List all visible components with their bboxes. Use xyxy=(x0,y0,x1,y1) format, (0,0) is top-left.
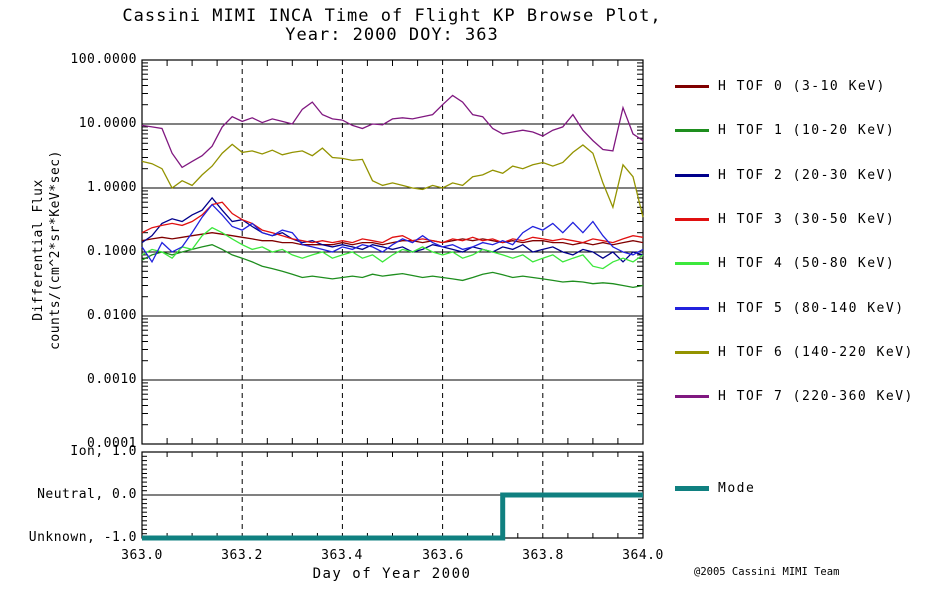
series-line-h-tof-4 xyxy=(141,226,644,270)
legend-line-swatch xyxy=(675,485,709,491)
legend-item-h-tof-2-20-30-kev-: H TOF 2 (20-30 KeV) xyxy=(675,167,895,183)
legend-label: H TOF 6 (140-220 KeV) xyxy=(718,344,914,360)
y-axis-tick-label-0.1000: 0.1000 xyxy=(87,244,137,259)
legend-line-swatch xyxy=(675,350,709,354)
x-axis-tick-label-363.6: 363.6 xyxy=(422,548,464,563)
legend-label: H TOF 2 (20-30 KeV) xyxy=(718,167,896,183)
legend-line-swatch xyxy=(675,173,709,177)
x-axis-tick-label-363.4: 363.4 xyxy=(321,548,363,563)
series-line-h-tof-0 xyxy=(141,232,644,246)
y-axis-tick-label-10.0000: 10.0000 xyxy=(78,116,137,131)
series-line-h-tof-1 xyxy=(141,244,644,289)
legend-item-h-tof-3-30-50-kev-: H TOF 3 (30-50 KeV) xyxy=(675,211,895,227)
legend-item-h-tof-4-50-80-kev-: H TOF 4 (50-80 KeV) xyxy=(675,255,895,271)
legend-item-h-tof-1-10-20-kev-: H TOF 1 (10-20 KeV) xyxy=(675,122,895,138)
legend-line-swatch xyxy=(675,394,709,398)
legend-item-h-tof-0-3-10-kev-: H TOF 0 (3-10 KeV) xyxy=(675,78,886,94)
x-axis-title: Day of Year 2000 xyxy=(312,566,472,582)
mode-tick-label-0: Neutral, 0.0 xyxy=(37,487,137,502)
chart-title-line1: Cassini MIMI INCA Time of Flight KP Brow… xyxy=(122,6,662,26)
series-lines xyxy=(141,94,644,289)
series-line-h-tof-7 xyxy=(141,94,644,169)
legend-label: H TOF 3 (30-50 KeV) xyxy=(718,211,896,227)
legend-label: H TOF 4 (50-80 KeV) xyxy=(718,255,896,271)
legend-item-h-tof-6-140-220-kev-: H TOF 6 (140-220 KeV) xyxy=(675,344,914,360)
series-line-h-tof-3 xyxy=(141,201,644,244)
x-axis-tick-label-364.0: 364.0 xyxy=(622,548,664,563)
y-axis-tick-label-0.0100: 0.0100 xyxy=(87,308,137,323)
legend-line-swatch xyxy=(675,84,709,88)
legend-label: H TOF 5 (80-140 KeV) xyxy=(718,300,905,316)
x-axis-tick-label-363.2: 363.2 xyxy=(221,548,263,563)
legend-line-swatch xyxy=(675,217,709,221)
credit-text: @2005 Cassini MIMI Team Fundamental Tech… xyxy=(694,542,877,600)
credit-line1: @2005 Cassini MIMI Team xyxy=(694,566,840,578)
panel-frames xyxy=(141,59,644,539)
legend-line-swatch xyxy=(675,306,709,310)
legend-label: Mode xyxy=(718,480,756,496)
x-axis-tick-label-363.8: 363.8 xyxy=(522,548,564,563)
gridlines-and-ticks xyxy=(142,60,643,538)
legend-label: H TOF 0 (3-10 KeV) xyxy=(718,78,886,94)
legend-line-swatch xyxy=(675,261,709,265)
mode-step-line xyxy=(142,492,643,541)
legend-item-mode: Mode xyxy=(675,480,755,496)
chart-title-line2: Year: 2000 DOY: 363 xyxy=(285,25,499,45)
y-axis-tick-label-100.0000: 100.0000 xyxy=(70,52,137,67)
legend-line-swatch xyxy=(675,128,709,132)
flux-panel-frame xyxy=(141,59,644,445)
y-axis-tick-label-0.0010: 0.0010 xyxy=(87,372,137,387)
mode-tick-label--1: Unknown, -1.0 xyxy=(28,530,137,545)
series-line-h-tof-2 xyxy=(141,196,644,263)
legend-label: H TOF 1 (10-20 KeV) xyxy=(718,122,896,138)
y-axis-tick-label-1.0000: 1.0000 xyxy=(87,180,137,195)
x-axis-tick-label-363.0: 363.0 xyxy=(121,548,163,563)
y-axis-tick-label-0.0001: 0.0001 xyxy=(87,436,137,451)
series-line-h-tof-6 xyxy=(141,143,644,218)
legend-item-h-tof-7-220-360-kev-: H TOF 7 (220-360 KeV) xyxy=(675,388,914,404)
mode-tick-label-1: Ion, 1.0 xyxy=(70,444,137,459)
series-line-h-tof-5 xyxy=(141,203,644,264)
legend-label: H TOF 7 (220-360 KeV) xyxy=(718,388,914,404)
legend-item-h-tof-5-80-140-kev-: H TOF 5 (80-140 KeV) xyxy=(675,300,905,316)
